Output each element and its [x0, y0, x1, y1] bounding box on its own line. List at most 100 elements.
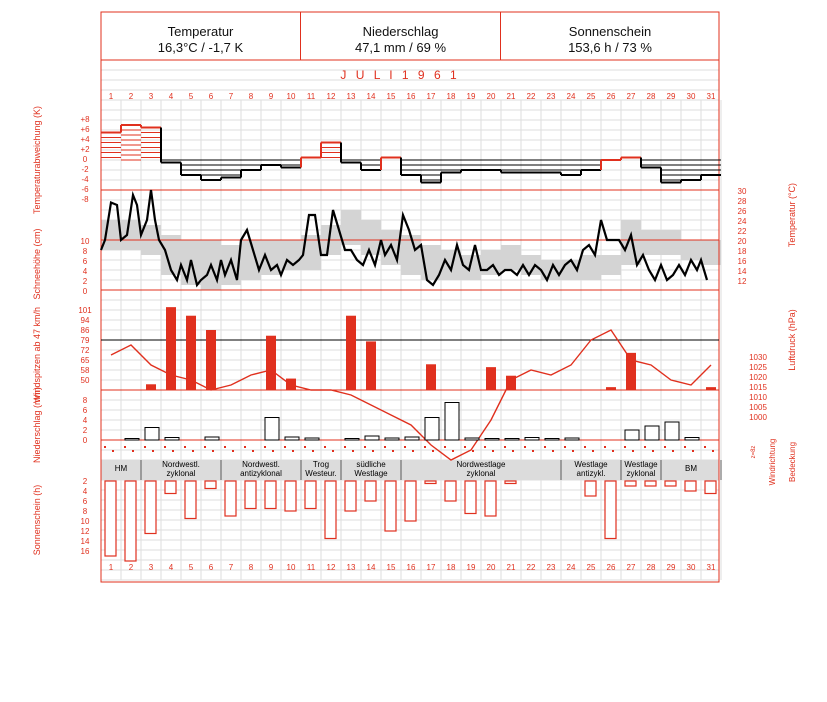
precip-tick: 2: [83, 426, 88, 435]
sunshine-bar: [364, 480, 377, 502]
wind-dot: [464, 446, 466, 448]
wind-gust-bar: [706, 387, 716, 390]
day-label-bottom: 19: [467, 563, 476, 572]
cloud-dot: [672, 450, 674, 452]
cloud-dot: [552, 450, 554, 452]
cloud-dot: [652, 450, 654, 452]
day-label-bottom: 2: [129, 563, 134, 572]
day-label-bottom: 22: [527, 563, 536, 572]
precip-tick: 6: [83, 406, 88, 415]
cloud-dot: [472, 450, 474, 452]
day-label-bottom: 1: [109, 563, 114, 572]
temperature-tick: 16: [738, 257, 747, 266]
day-label-top: 31: [707, 92, 716, 101]
precip-bar: [564, 437, 580, 441]
sunshine-bar: [144, 480, 157, 535]
day-label-top: 21: [507, 92, 516, 101]
day-label-bottom: 11: [307, 563, 316, 572]
day-label-top: 7: [229, 92, 234, 101]
cloud-dot: [232, 450, 234, 452]
precip-bar: [344, 438, 360, 441]
sunshine-bar: [584, 480, 597, 497]
day-label-bottom: 10: [287, 563, 296, 572]
summary-precipitation-value: 47,1 mm / 69 %: [354, 40, 447, 55]
wind-tick: 58: [81, 366, 90, 375]
month-title: J U L I 1 9 6 1: [340, 68, 459, 82]
summary-temperature: Temperatur 16,3°C / -1,7 K: [101, 12, 301, 60]
precip-bar: [624, 429, 640, 441]
day-label-top: 25: [587, 92, 596, 101]
pressure-axis-title: Luftdruck (hPa): [787, 309, 797, 371]
cloud-dot: [332, 450, 334, 452]
precip-bar: [684, 437, 700, 441]
day-label-top: 17: [427, 92, 436, 101]
sunshine-bar: [224, 480, 237, 517]
wind-dot: [544, 446, 546, 448]
day-label-top: 9: [269, 92, 274, 101]
day-label-top: 12: [327, 92, 336, 101]
day-label-top: 13: [347, 92, 356, 101]
cloud-dot: [492, 450, 494, 452]
day-label-top: 26: [607, 92, 616, 101]
wind-dot: [264, 446, 266, 448]
cloud-cover-title: Bedeckung: [788, 442, 797, 482]
wind-gust-bar: [366, 341, 376, 390]
cloud-dot: [352, 450, 354, 452]
day-label-top: 27: [627, 92, 636, 101]
day-label-top: 19: [467, 92, 476, 101]
wind-dot: [204, 446, 206, 448]
summary-temperature-value: 16,3°C / -1,7 K: [157, 40, 244, 55]
day-label-top: 16: [407, 92, 416, 101]
sunshine-bar: [624, 480, 637, 487]
sunshine-bar: [184, 480, 197, 520]
wind-dot: [644, 446, 646, 448]
wind-tick: 101: [78, 306, 92, 315]
day-label-bottom: 5: [189, 563, 194, 572]
day-label-top: 22: [527, 92, 536, 101]
wind-dot: [664, 446, 666, 448]
sunshine-bar: [384, 480, 397, 532]
day-label-top: 20: [487, 92, 496, 101]
wind-direction-title: Windrichtung: [768, 439, 777, 486]
cloud-dot: [632, 450, 634, 452]
cloud-dot: [612, 450, 614, 452]
day-label-bottom: 7: [229, 563, 234, 572]
day-label-bottom: 13: [347, 563, 356, 572]
wind-dot: [404, 446, 406, 448]
normal-band: [101, 210, 721, 290]
weather-type-label: BM: [685, 464, 697, 473]
pressure-line: [110, 329, 712, 461]
weather-type-label: Trog: [313, 460, 329, 469]
day-label-bottom: 25: [587, 563, 596, 572]
day-label-bottom: 31: [707, 563, 716, 572]
wind-tick: 86: [81, 326, 90, 335]
cloud-dot: [532, 450, 534, 452]
wind-tick: 72: [81, 346, 90, 355]
outer-frame: [100, 11, 720, 583]
cloud-dot: [512, 450, 514, 452]
sunshine-bar: [124, 480, 137, 562]
anomaly-tick: -2: [81, 165, 89, 174]
wind-dot: [384, 446, 386, 448]
wind-dot: [684, 446, 686, 448]
sunshine-bar: [424, 480, 437, 485]
cloud-dot: [592, 450, 594, 452]
day-label-top: 30: [687, 92, 696, 101]
cloud-dot: [112, 450, 114, 452]
anomaly-tick: 0: [83, 155, 88, 164]
day-label-bottom: 28: [647, 563, 656, 572]
wind-gust-bar: [346, 315, 356, 390]
cloud-dot: [392, 450, 394, 452]
wind-gust-bar: [186, 315, 196, 390]
precip-bar: [284, 436, 300, 441]
snow-tick: 0: [83, 287, 88, 296]
wind-gust-bar: [206, 330, 216, 390]
wind-dot: [444, 446, 446, 448]
day-label-bottom: 8: [249, 563, 254, 572]
weather-type-label: antizykl.: [577, 469, 606, 478]
sunshine-bar: [244, 480, 257, 510]
weather-type-label: HM: [115, 464, 128, 473]
weather-type-label: zyklonal: [627, 469, 656, 478]
cloud-dot: [712, 450, 714, 452]
